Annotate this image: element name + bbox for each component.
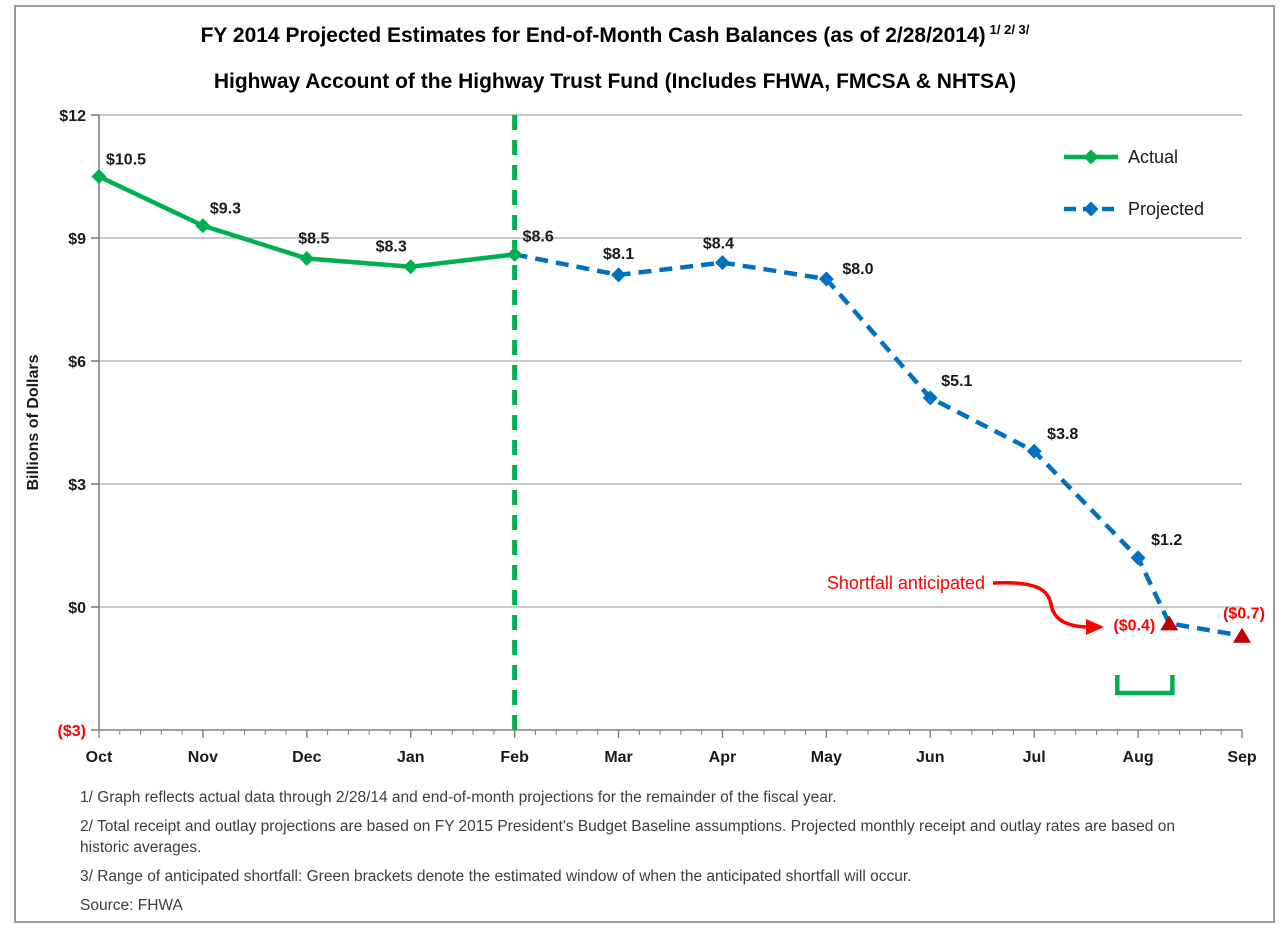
x-axis-label: Dec <box>292 749 321 766</box>
data-label: $8.1 <box>603 246 634 263</box>
x-axis-label: Sep <box>1227 749 1257 766</box>
x-axis-label: Mar <box>604 749 632 766</box>
projected-marker <box>818 271 834 287</box>
shortfall-triangle-marker <box>1160 615 1179 631</box>
y-tick-label: $3 <box>68 477 86 494</box>
footnote-2: 2/ Total receipt and outlay projections … <box>80 818 1175 856</box>
data-label: $8.6 <box>523 228 554 245</box>
shortfall-annotation-text: Shortfall anticipated <box>827 573 985 593</box>
x-axis-label: Nov <box>188 749 218 766</box>
data-label: ($0.4) <box>1113 617 1155 634</box>
y-tick-label: ($3) <box>58 723 86 740</box>
actual-marker <box>403 259 419 275</box>
footnote-1: 1/ Graph reflects actual data through 2/… <box>80 789 837 806</box>
data-label: $8.4 <box>703 236 734 253</box>
chart-title-text: FY 2014 Projected Estimates for End-of-M… <box>200 24 986 47</box>
footnote-3: 3/ Range of anticipated shortfall: Green… <box>80 868 912 885</box>
data-label: $3.8 <box>1047 426 1078 443</box>
projected-marker <box>714 255 730 271</box>
data-label: $8.5 <box>298 231 329 248</box>
data-label: $1.2 <box>1151 532 1182 549</box>
shortfall-triangle-marker <box>1233 627 1251 643</box>
data-label: $8.3 <box>376 239 407 256</box>
x-axis-label: Feb <box>500 749 529 766</box>
shortfall-arrowhead <box>1086 619 1104 635</box>
data-label: $9.3 <box>210 201 241 218</box>
projected-marker <box>1026 443 1042 459</box>
projected-marker <box>1130 550 1146 566</box>
x-axis-label: Oct <box>86 749 113 766</box>
y-tick-label: $6 <box>68 354 86 371</box>
actual-marker <box>507 246 523 262</box>
legend-marker-actual <box>1083 149 1099 165</box>
y-tick-label: $9 <box>68 231 86 248</box>
y-axis-title: Billions of Dollars <box>25 354 42 490</box>
legend-label-actual: Actual <box>1128 147 1178 167</box>
legend-label-projected: Projected <box>1128 199 1204 219</box>
shortfall-range-bracket <box>1115 675 1175 696</box>
x-axis-label: May <box>811 749 842 766</box>
projected-marker <box>611 267 627 283</box>
data-label: $5.1 <box>941 373 972 390</box>
cash-balance-chart: $12 $9 $6 $3 $0 ($3)Oct Nov Dec Jan Feb Mar Apr May J… <box>25 108 1265 766</box>
data-label: $8.0 <box>842 261 873 278</box>
shortfall-arrow <box>992 580 1087 629</box>
x-axis-label: Aug <box>1123 749 1154 766</box>
x-axis-label: Jan <box>397 749 425 766</box>
projected-marker <box>922 390 938 406</box>
data-label: ($0.7) <box>1223 606 1265 623</box>
actual-marker <box>299 251 315 266</box>
chart-title: FY 2014 Projected Estimates for End-of-M… <box>0 22 1230 48</box>
y-tick-label: $12 <box>59 108 86 125</box>
actual-marker <box>91 169 107 184</box>
y-tick-label: $0 <box>68 600 86 617</box>
source-note: Source: FHWA <box>80 897 183 914</box>
chart-title-footnote-refs: 1/ 2/ 3/ <box>989 22 1030 37</box>
x-axis-label: Jun <box>916 749 944 766</box>
actual-marker <box>195 218 211 234</box>
data-label: $10.5 <box>106 152 146 169</box>
x-axis-label: Apr <box>709 749 737 766</box>
chart-subtitle: Highway Account of the Highway Trust Fun… <box>213 70 1017 93</box>
footnotes: 1/ Graph reflects actual data through 2/… <box>80 787 1210 924</box>
x-axis-label: Jul <box>1023 749 1046 766</box>
legend-marker-projected <box>1083 201 1099 217</box>
